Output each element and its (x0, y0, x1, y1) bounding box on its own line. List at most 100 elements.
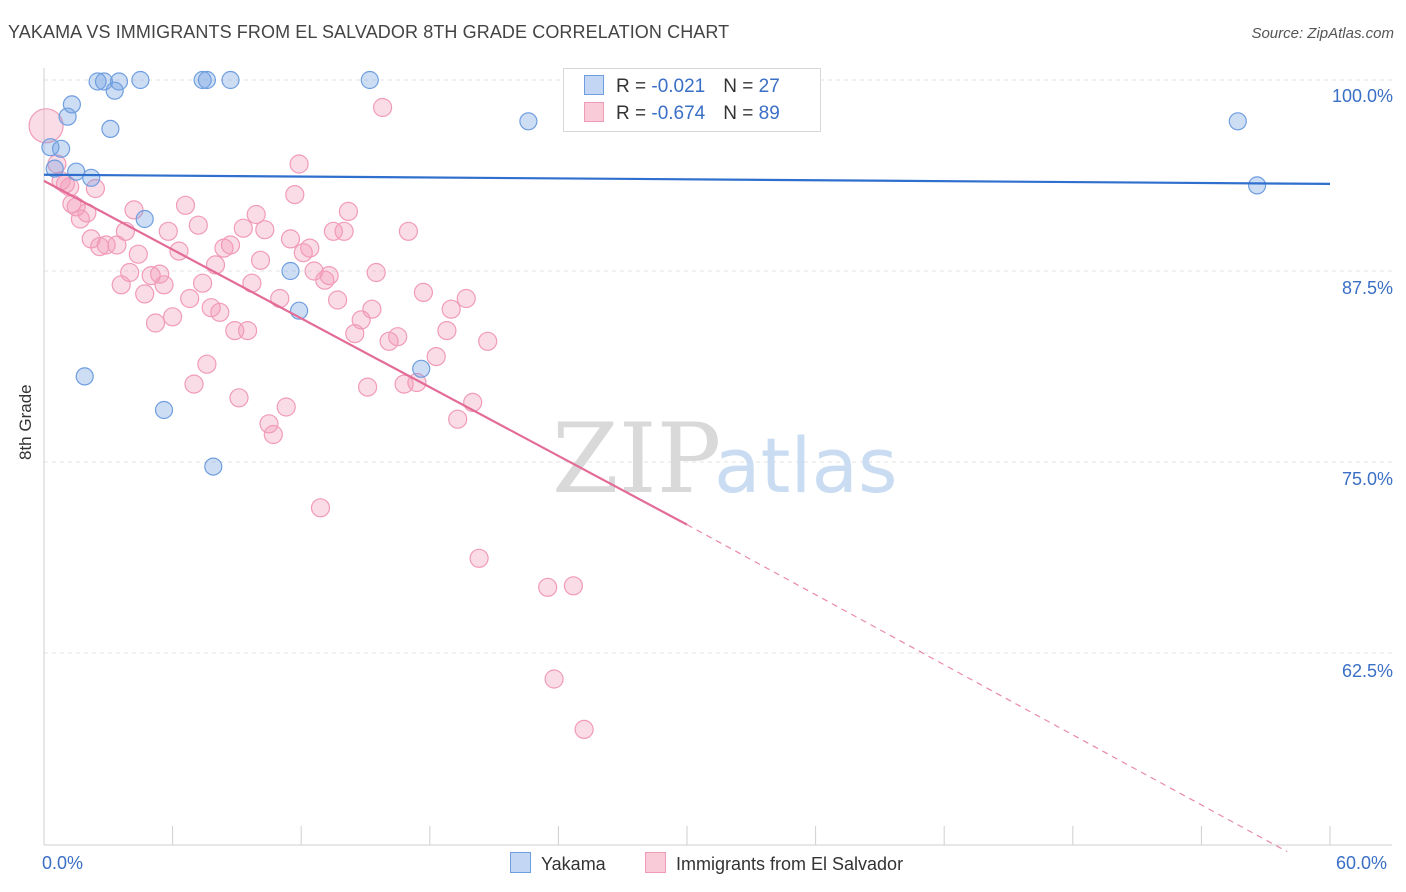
x-tick-label-max: 60.0% (1336, 853, 1388, 873)
data-point-el-salvador (289, 154, 309, 174)
data-point-el-salvador (437, 321, 457, 341)
series-el-salvador-points (28, 97, 594, 740)
data-point-el-salvador (448, 409, 468, 429)
data-point-yakama (75, 367, 94, 386)
data-point-el-salvador (276, 397, 296, 417)
data-point-el-salvador (463, 392, 483, 412)
data-point-yakama (412, 359, 431, 378)
bottom-legend-swatch-el-salvador (645, 852, 666, 873)
watermark: ZIP atlas (552, 403, 898, 515)
data-point-el-salvador (456, 288, 476, 309)
y-tick-label: 75.0% (1341, 469, 1393, 489)
data-point-el-salvador (180, 288, 200, 309)
data-point-yakama (221, 70, 240, 90)
data-point-el-salvador (413, 282, 433, 302)
data-point-el-salvador (323, 221, 343, 241)
legend-row-el-salvador: R = -0.674 N = 89 (584, 102, 780, 126)
data-point-yakama (82, 168, 101, 187)
bottom-legend-el-salvador: Immigrants from El Salvador (645, 852, 903, 875)
data-point-yakama (101, 119, 120, 138)
data-point-el-salvador (574, 719, 594, 740)
data-point-el-salvador (362, 299, 382, 319)
data-point-el-salvador (201, 298, 221, 318)
data-point-el-salvador (210, 302, 230, 322)
axes (43, 68, 1392, 846)
y-tick-label: 100.0% (1331, 86, 1393, 106)
series-yakama-points (41, 70, 1267, 476)
data-point-el-salvador (184, 374, 204, 394)
data-point-el-salvador (124, 200, 144, 220)
data-point-yakama (154, 400, 174, 420)
data-point-yakama (45, 159, 64, 178)
data-point-el-salvador (328, 290, 348, 310)
data-point-el-salvador (563, 576, 584, 596)
legend-n-label: N = (723, 103, 759, 124)
y-tick-label: 62.5% (1341, 661, 1393, 681)
data-point-yakama (88, 72, 107, 91)
trend-line-yakama (43, 173, 1331, 186)
legend-n-value: 27 (758, 76, 780, 97)
data-point-yakama (105, 81, 124, 100)
data-point-el-salvador (175, 195, 196, 215)
data-point-yakama (1228, 112, 1247, 131)
legend-r-label: R = (616, 103, 652, 124)
data-point-el-salvador (145, 313, 166, 333)
data-point-el-salvador (478, 331, 498, 351)
data-point-yakama (193, 70, 212, 90)
data-point-el-salvador (229, 388, 249, 408)
watermark-zip: ZIP (552, 403, 721, 515)
bottom-legend-label-yakama: Yakama (541, 854, 606, 874)
bottom-legend-yakama: Yakama (510, 852, 606, 875)
data-point-yakama (281, 261, 300, 281)
data-point-el-salvador (154, 275, 174, 295)
data-point-el-salvador (280, 229, 301, 249)
data-point-el-salvador (426, 347, 446, 367)
legend-n-label: N = (723, 76, 759, 97)
legend-r-label: R = (616, 76, 652, 97)
trend-line-el-salvador-extension (686, 524, 1288, 853)
y-axis-label: 8th Grade (16, 384, 35, 460)
data-point-el-salvador (379, 331, 399, 351)
data-point-el-salvador (120, 262, 140, 283)
data-point-el-salvador (373, 97, 393, 118)
legend-r-value: -0.674 (651, 103, 706, 124)
chart-title: YAKAMA VS IMMIGRANTS FROM EL SALVADOR 8T… (8, 22, 730, 42)
data-point-yakama (360, 70, 379, 90)
data-point-el-salvador (319, 266, 339, 286)
bottom-legend-swatch-yakama (510, 852, 531, 873)
data-point-yakama (1247, 176, 1267, 195)
stats-legend: R = -0.021 N = 27 R = -0.674 N = 89 (563, 68, 821, 132)
data-point-el-salvador (310, 498, 331, 518)
data-point-el-salvador (150, 264, 170, 284)
data-point-el-salvador (135, 284, 155, 304)
data-point-el-salvador (366, 262, 386, 283)
data-point-el-salvador (85, 178, 106, 199)
data-point-el-salvador (441, 299, 461, 319)
data-point-el-salvador (334, 221, 354, 241)
y-tick-label: 87.5% (1341, 278, 1393, 298)
data-point-yakama (51, 139, 71, 158)
data-point-el-salvador (233, 218, 253, 238)
data-point-el-salvador (205, 255, 226, 275)
data-point-yakama (131, 70, 150, 90)
grid-lines (44, 79, 1392, 654)
data-point-el-salvador (96, 235, 116, 255)
data-point-yakama (519, 112, 538, 131)
data-point-el-salvador (220, 235, 241, 255)
data-point-yakama (109, 72, 129, 91)
data-point-el-salvador (263, 424, 283, 445)
data-point-yakama (135, 209, 154, 229)
trend-line-el-salvador (43, 179, 688, 526)
legend-swatch-yakama (584, 75, 604, 95)
data-point-el-salvador (538, 577, 558, 597)
data-point-el-salvador (107, 235, 127, 255)
data-point-el-salvador (246, 204, 266, 225)
data-point-el-salvador (128, 244, 148, 264)
data-point-el-salvador (285, 185, 305, 205)
data-point-el-salvador (398, 221, 418, 241)
legend-n-value: 89 (758, 103, 780, 124)
data-point-el-salvador (469, 548, 489, 568)
data-point-yakama (62, 95, 82, 114)
legend-r-value: -0.021 (651, 76, 706, 97)
